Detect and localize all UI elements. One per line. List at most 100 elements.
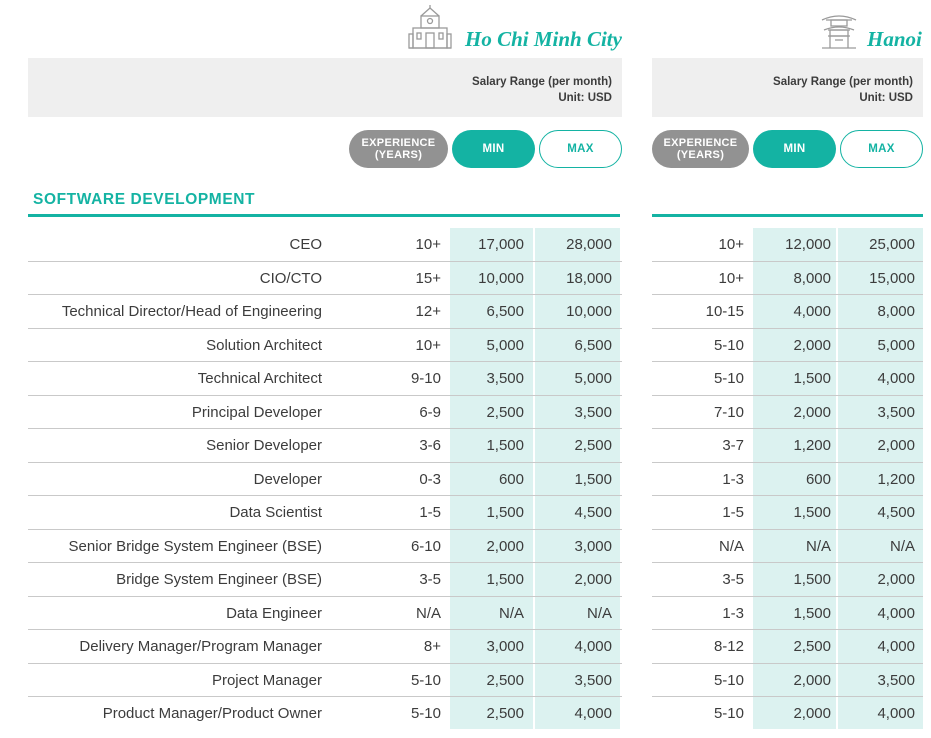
hcmc-min-cell: 5,000 xyxy=(486,336,524,354)
hcmc-experience-cell: 8+ xyxy=(423,638,441,655)
min-pill: MIN xyxy=(753,130,836,168)
hanoi-experience-cell: 10+ xyxy=(718,269,744,287)
row-divider xyxy=(652,696,923,697)
table-row: Data Scientist 1-5 1,500 4,500 1-5 1,500 4,500 xyxy=(0,496,931,530)
row-divider xyxy=(28,562,622,563)
hanoi-min-cell: 2,000 xyxy=(793,403,831,421)
hanoi-max-cell: 4,000 xyxy=(877,705,915,722)
row-divider xyxy=(28,461,622,463)
hcmc-max-cell: 2,000 xyxy=(574,571,612,588)
hcmc-max-cell: 5,000 xyxy=(574,370,612,387)
hcmc-experience-cell: 3-6 xyxy=(419,437,441,454)
hanoi-min-cell: 1,500 xyxy=(793,604,831,622)
hcmc-experience-cell: 15+ xyxy=(415,269,441,287)
max-pill: MAX xyxy=(840,130,923,168)
role-cell: Principal Developer xyxy=(191,403,322,421)
hanoi-min-cell: 1,200 xyxy=(793,437,831,454)
hanoi-experience-cell: 3-7 xyxy=(722,437,744,454)
hcmc-experience-cell: 5-10 xyxy=(410,705,441,722)
row-divider xyxy=(28,327,622,329)
table-row: Senior Developer 3-6 1,500 2,500 3-7 1,200 2,0… xyxy=(0,429,931,463)
table-row: Principal Developer 6-9 2,500 3,500 7-10 2,00… xyxy=(0,396,931,429)
role-cell: Bridge System Engineer (BSE) xyxy=(116,571,322,588)
hanoi-experience-cell: 10-15 xyxy=(705,303,744,320)
hanoi-experience-cell: 5-10 xyxy=(713,336,744,354)
hcmc-experience-cell: 6-10 xyxy=(410,537,441,555)
role-cell: Delivery Manager/Program Manager xyxy=(79,638,322,655)
hanoi-max-cell: N/A xyxy=(889,537,915,555)
row-divider xyxy=(652,294,923,295)
hanoi-experience-cell: 5-10 xyxy=(713,370,744,387)
hcmc-min-cell: 3,000 xyxy=(486,638,524,655)
experience-years-pill: EXPERIENCE (YEARS) xyxy=(349,130,448,168)
role-cell: CIO/CTO xyxy=(259,269,322,287)
role-cell: Developer xyxy=(253,470,322,488)
hcmc-max-cell: 6,500 xyxy=(574,336,612,354)
hanoi-experience-cell: 5-10 xyxy=(713,671,744,689)
hcmc-max-cell: 3,500 xyxy=(574,403,612,421)
salary-range-title: Salary Range (per month) xyxy=(773,76,913,88)
hanoi-experience-cell: 3-5 xyxy=(722,571,744,588)
hcmc-min-cell: N/A xyxy=(498,604,524,622)
row-divider xyxy=(652,629,923,630)
hanoi-min-cell: 2,500 xyxy=(793,638,831,655)
hanoi-min-cell: 4,000 xyxy=(793,303,831,320)
table-row: Developer 0-3 600 1,500 1-3 600 1,200 xyxy=(0,463,931,496)
section-title: SOFTWARE DEVELOPMENT xyxy=(33,191,256,208)
role-cell: Data Engineer xyxy=(226,604,322,622)
hcmc-experience-cell: N/A xyxy=(415,604,441,622)
experience-years-pill: EXPERIENCE (YEARS) xyxy=(652,130,749,168)
row-divider xyxy=(652,327,923,329)
table-row: Bridge System Engineer (BSE) 3-5 1,500 2,00… xyxy=(0,563,931,597)
row-divider xyxy=(652,528,923,530)
hanoi-max-cell: 2,000 xyxy=(877,571,915,588)
hanoi-min-cell: 8,000 xyxy=(793,269,831,287)
row-divider xyxy=(28,260,622,262)
table-row: CIO/CTO 15+ 10,000 18,000 10+ 8,000 15,000 xyxy=(0,262,931,295)
hanoi-min-cell: N/A xyxy=(805,537,831,555)
max-pill: MAX xyxy=(539,130,622,168)
city-title-hanoi: Hanoi xyxy=(867,27,922,51)
hcmc-min-cell: 3,500 xyxy=(486,370,524,387)
row-divider xyxy=(28,394,622,396)
role-cell: Technical Director/Head of Engineering xyxy=(61,303,322,320)
city-hall-icon xyxy=(407,4,453,50)
table-row: Senior Bridge System Engineer (BSE) 6-10 2… xyxy=(0,530,931,563)
hcmc-salary-column-bg xyxy=(450,228,620,729)
role-cell: Senior Bridge System Engineer (BSE) xyxy=(68,537,322,555)
hanoi-max-cell: 8,000 xyxy=(877,303,915,320)
role-cell: Solution Architect xyxy=(206,336,322,354)
hcmc-min-cell: 2,000 xyxy=(486,537,524,555)
salary-unit: Unit: USD xyxy=(558,92,612,104)
min-pill: MIN xyxy=(452,130,535,168)
hanoi-min-cell: 1,500 xyxy=(793,571,831,588)
hcmc-min-cell: 1,500 xyxy=(486,437,524,454)
role-cell: CEO xyxy=(289,236,322,253)
hanoi-max-cell: 5,000 xyxy=(877,336,915,354)
hcmc-experience-cell: 10+ xyxy=(415,236,441,253)
section-divider-hcmc xyxy=(28,214,620,217)
salary-range-header-hanoi: Salary Range (per month) Unit: USD xyxy=(652,58,923,117)
hanoi-max-cell: 2,000 xyxy=(877,437,915,454)
hcmc-min-cell: 600 xyxy=(498,470,524,488)
hanoi-max-cell: 1,200 xyxy=(877,470,915,488)
table-row: Technical Director/Head of Engineering 12… xyxy=(0,295,931,329)
hcmc-max-cell: 2,500 xyxy=(574,437,612,454)
city-title-hcmc: Ho Chi Minh City xyxy=(465,27,622,51)
hcmc-min-cell: 17,000 xyxy=(478,236,524,253)
row-divider xyxy=(652,662,923,664)
hanoi-experience-cell: 7-10 xyxy=(713,403,744,421)
table-row: CEO 10+ 17,000 28,000 10+ 12,000 25,000 xyxy=(0,228,931,262)
row-divider xyxy=(652,394,923,396)
table-row: Data Engineer N/A N/A N/A 1-3 1,500 4,000 xyxy=(0,597,931,630)
table-row: Solution Architect 10+ 5,000 6,500 5-10 2,000… xyxy=(0,329,931,362)
hcmc-max-cell: 4,000 xyxy=(574,705,612,722)
salary-range-header-hcmc: Salary Range (per month) Unit: USD xyxy=(28,58,622,117)
section-divider-hanoi xyxy=(652,214,923,217)
hcmc-min-cell: 2,500 xyxy=(486,705,524,722)
salary-unit: Unit: USD xyxy=(859,92,913,104)
hcmc-experience-cell: 9-10 xyxy=(410,370,441,387)
hanoi-experience-cell: 10+ xyxy=(718,236,744,253)
hanoi-experience-cell: 5-10 xyxy=(713,705,744,722)
hcmc-min-cell: 1,500 xyxy=(486,504,524,521)
